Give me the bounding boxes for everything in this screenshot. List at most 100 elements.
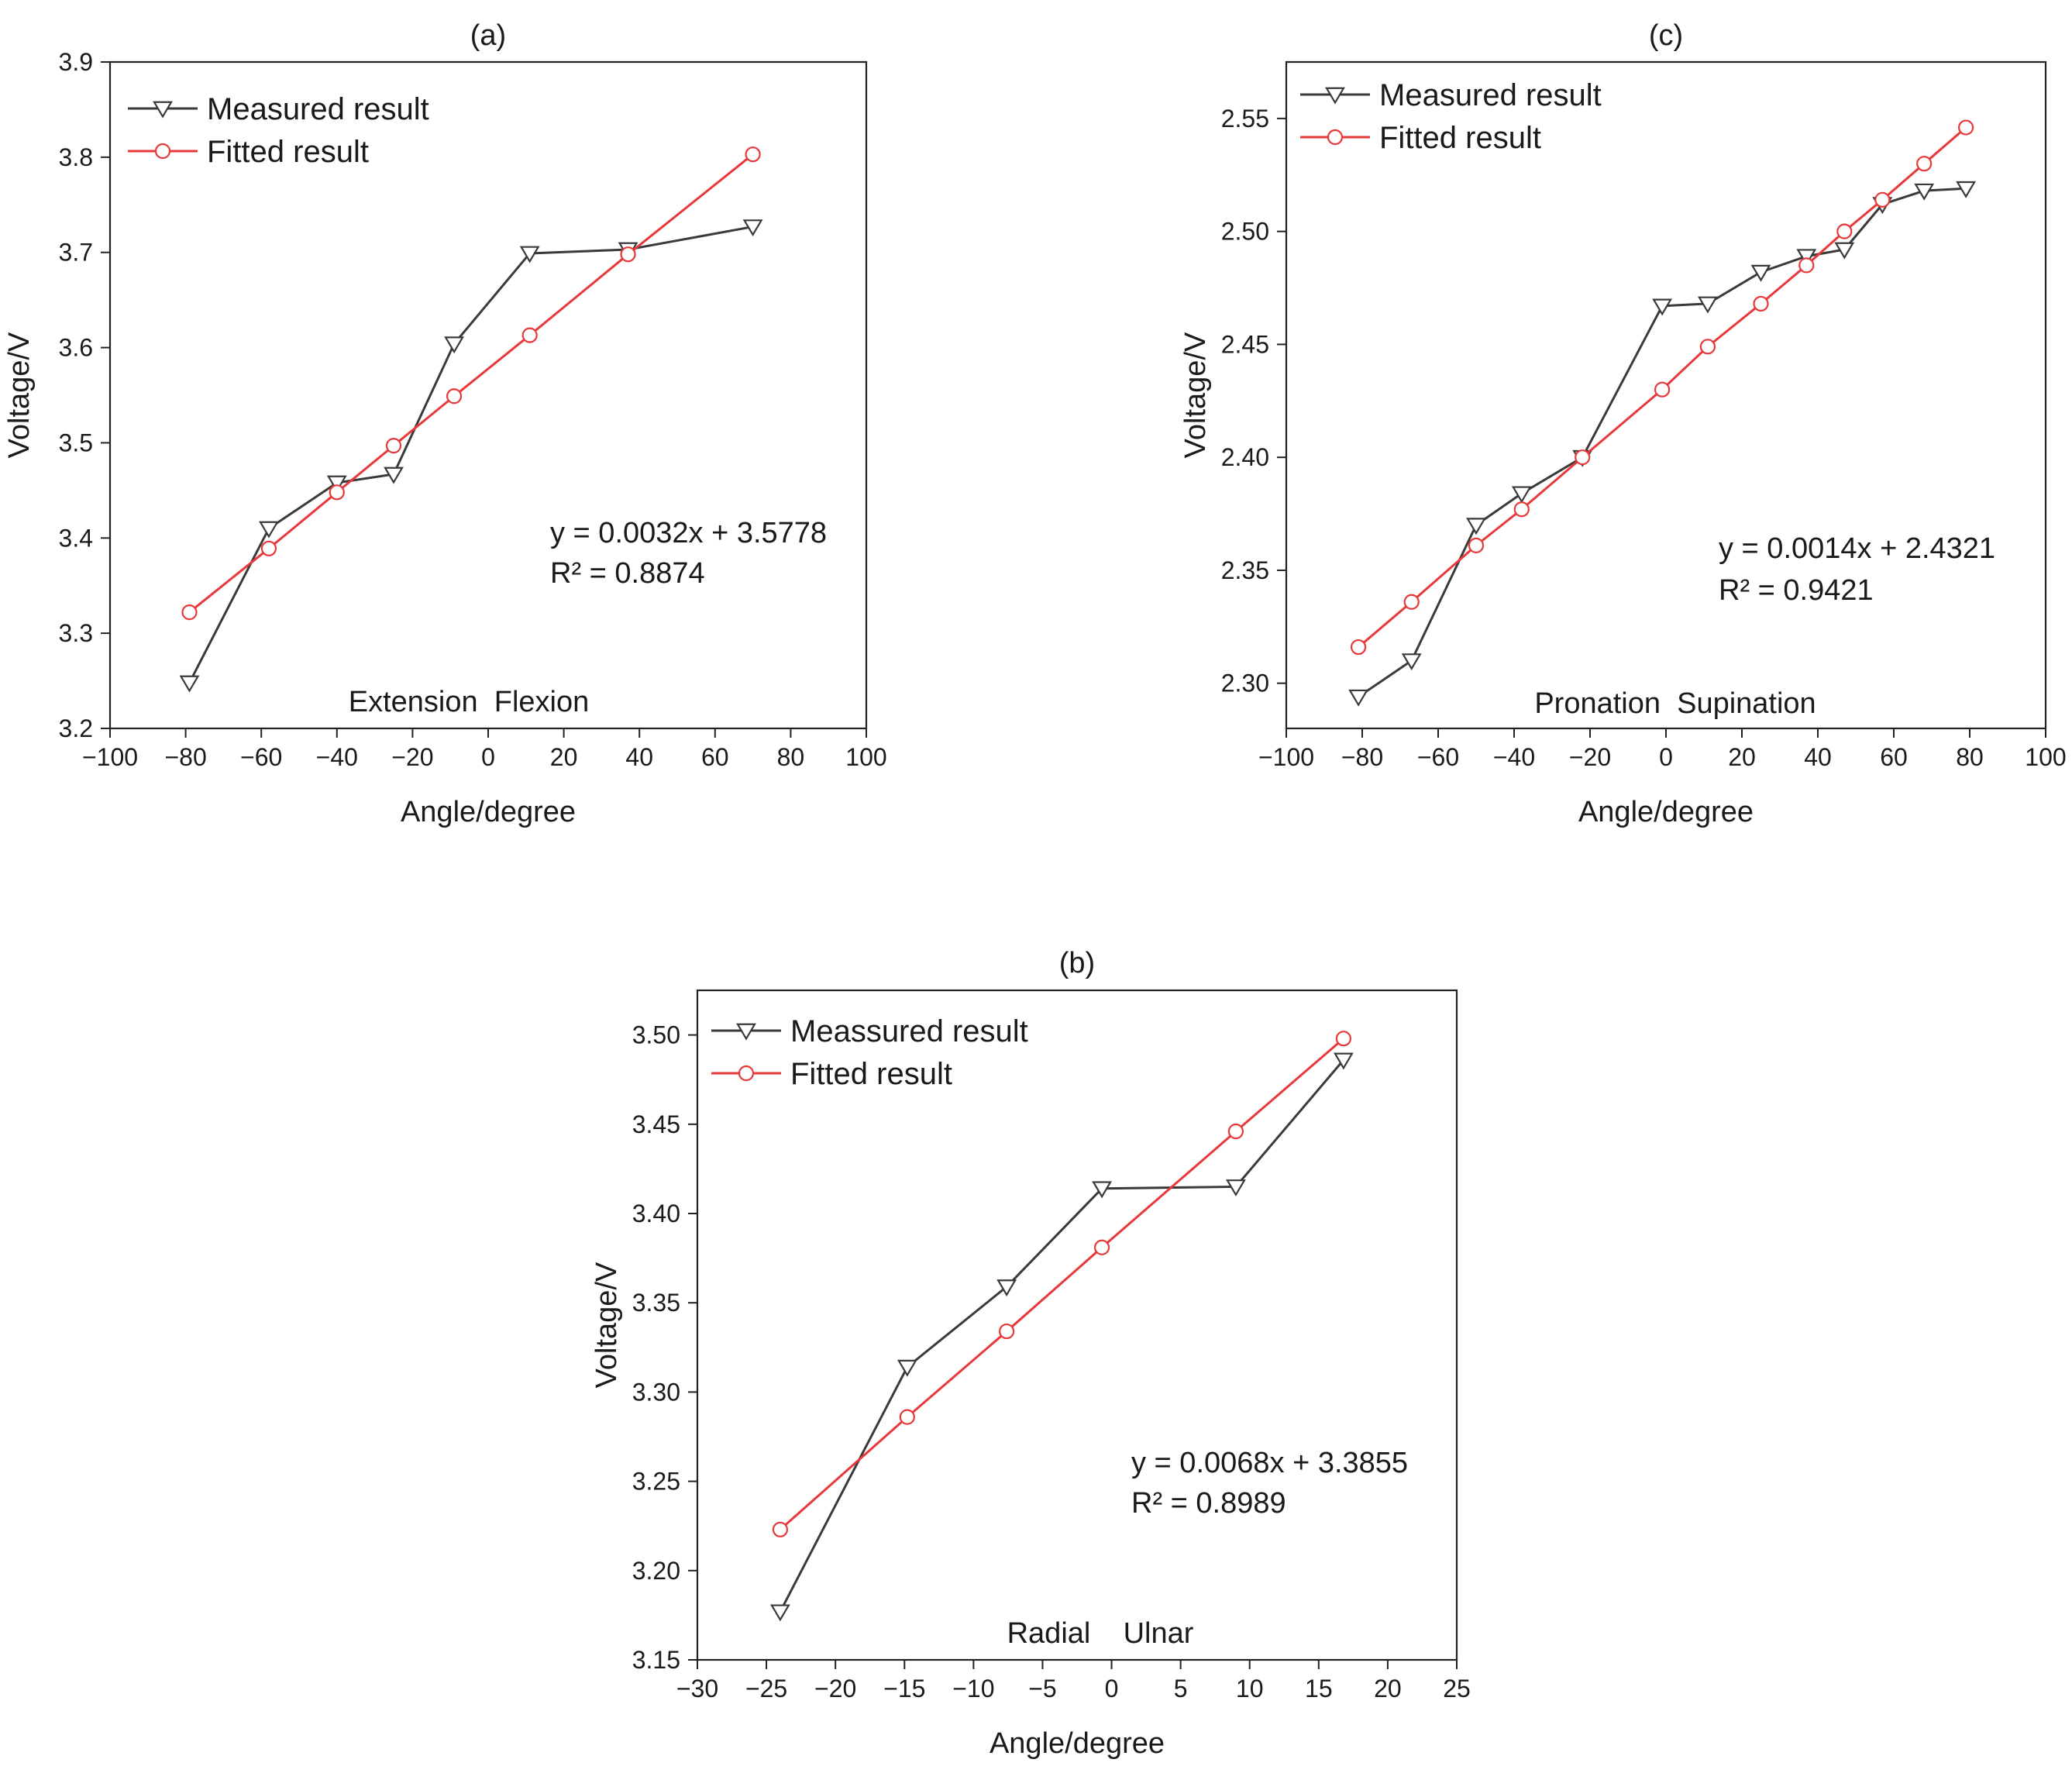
x-tick-label: 60 <box>1880 743 1908 771</box>
data-point-measured <box>1914 183 1935 201</box>
series-line <box>1358 187 1967 698</box>
x-tick-label: 15 <box>1305 1675 1333 1702</box>
series-line <box>188 153 754 614</box>
x-tick-label: −60 <box>240 743 282 771</box>
data-point-fitted <box>1798 257 1815 274</box>
data-point-measured <box>996 1279 1017 1297</box>
series-measured <box>1348 181 1977 707</box>
data-point-measured <box>1796 249 1817 267</box>
legend-entry: Fitted result <box>207 135 369 169</box>
x-tick-label: −5 <box>1028 1675 1056 1702</box>
data-point-measured <box>384 466 404 484</box>
legend: Measured result Fitted result <box>1300 78 1602 155</box>
y-tick-label: 2.35 <box>1221 556 1269 584</box>
legend-entry: Meassured result <box>790 1014 1028 1048</box>
y-tick-label: 3.40 <box>632 1200 680 1227</box>
x-tick-label: −100 <box>82 743 138 771</box>
data-point-fitted <box>329 484 345 501</box>
legend-entry: Fitted result <box>1379 121 1541 155</box>
y-tick-label: 3.30 <box>632 1378 680 1406</box>
x-tick-label: 0 <box>1659 743 1673 771</box>
series-fitted <box>181 146 761 621</box>
data-point-measured <box>1652 298 1673 316</box>
data-point-fitted <box>1699 339 1716 355</box>
x-tick-label: 60 <box>701 743 729 771</box>
legend-marker-circle <box>1327 129 1344 146</box>
data-point-measured <box>1956 181 1977 198</box>
data-point-fitted <box>1874 191 1891 208</box>
y-tick-label: 3.5 <box>59 429 93 456</box>
data-point-fitted <box>260 540 277 556</box>
y-tick-label: 3.35 <box>632 1289 680 1317</box>
legend-marker-circle <box>738 1065 755 1082</box>
y-tick-label: 3.9 <box>59 48 93 76</box>
x-tick-label: 80 <box>1956 743 1984 771</box>
data-point-fitted <box>1350 639 1367 656</box>
data-point-measured <box>179 675 200 693</box>
legend-marker-triangle <box>153 101 173 119</box>
x-tick-label: 100 <box>2025 743 2066 771</box>
data-point-measured <box>1834 242 1855 260</box>
x-tick-label: 20 <box>550 743 578 771</box>
x-tick-label: −10 <box>952 1675 994 1702</box>
data-point-fitted <box>1468 537 1485 553</box>
x-tick-label: 100 <box>845 743 886 771</box>
y-tick-label: 3.7 <box>59 239 93 267</box>
y-tick-label: 3.8 <box>59 143 93 171</box>
x-axis-label: Angle/degree <box>1578 796 1754 828</box>
data-point-measured <box>259 521 279 539</box>
y-axis-label: Voltage/V <box>1179 332 1212 458</box>
data-point-fitted <box>1513 501 1530 518</box>
chart-title: (a) <box>470 19 506 52</box>
x-tick-label: −80 <box>1341 743 1383 771</box>
x-tick-label: −40 <box>316 743 358 771</box>
y-tick-label: 3.45 <box>632 1110 680 1138</box>
data-point-measured <box>519 246 540 263</box>
x-tick-label: −100 <box>1258 743 1314 771</box>
y-tick-label: 3.15 <box>632 1646 680 1674</box>
y-axis-label: Voltage/V <box>590 1262 623 1388</box>
chart-c: (c) −100 −80 −60 −40 −20 0 20 40 60 80 100 2.30 2.35 2… <box>1179 19 2067 828</box>
y-tick-label: 2.40 <box>1221 443 1269 471</box>
x-tick-label: −60 <box>1417 743 1459 771</box>
data-point-fitted <box>1654 381 1671 398</box>
y-tick-label: 3.6 <box>59 334 93 362</box>
data-point-measured <box>1348 689 1369 707</box>
y-axis-label: Voltage/V <box>3 332 36 458</box>
data-point-measured <box>1697 296 1718 314</box>
x-tick-label: −30 <box>676 1675 718 1702</box>
motion-label: Pronation Supination <box>1534 687 1816 720</box>
x-tick-label: −15 <box>883 1675 925 1702</box>
series-line <box>779 1038 1344 1530</box>
data-point-fitted <box>446 388 463 405</box>
series-line <box>779 1059 1345 1613</box>
fit-equation: y = 0.0068x + 3.3855 <box>1131 1447 1408 1479</box>
data-point-fitted <box>181 604 198 621</box>
chart-a: (a) −100 −80 −60 −40 −20 0 20 40 60 80 100 3.2 3.3 3.4… <box>3 19 887 828</box>
x-axis-label: Angle/degree <box>990 1727 1165 1760</box>
data-point-fitted <box>772 1521 789 1537</box>
y-tick-label: 3.20 <box>632 1557 680 1585</box>
legend-marker-triangle <box>736 1023 756 1041</box>
y-tick-label: 3.25 <box>632 1468 680 1496</box>
data-point-fitted <box>1575 449 1591 466</box>
data-point-fitted <box>999 1323 1015 1340</box>
data-point-fitted <box>1753 295 1769 312</box>
data-point-measured <box>742 219 763 237</box>
data-point-fitted <box>1958 119 1974 136</box>
x-tick-label: 5 <box>1174 1675 1188 1702</box>
x-tick-label: 40 <box>1804 743 1832 771</box>
legend-entry: Measured result <box>207 92 429 126</box>
data-point-measured <box>1750 264 1771 282</box>
fit-equation: y = 0.0032x + 3.5778 <box>550 517 827 549</box>
r-squared: R² = 0.8989 <box>1131 1487 1286 1520</box>
series-fitted <box>772 1031 1351 1537</box>
x-tick-label: 10 <box>1236 1675 1264 1702</box>
x-tick-label: 40 <box>625 743 653 771</box>
data-point-fitted <box>1403 594 1420 610</box>
x-tick-label: −20 <box>1569 743 1611 771</box>
data-point-fitted <box>620 246 636 263</box>
y-tick-label: 3.3 <box>59 619 93 647</box>
data-point-fitted <box>1335 1031 1351 1047</box>
